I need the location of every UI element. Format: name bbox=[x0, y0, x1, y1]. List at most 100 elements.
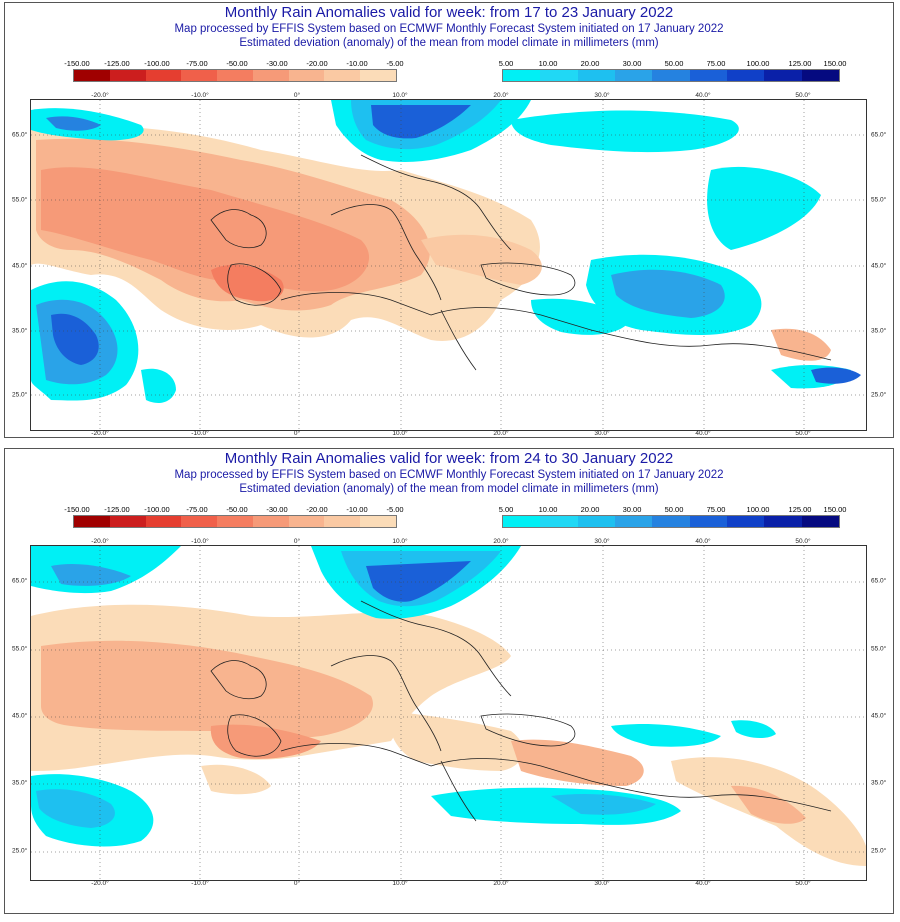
legend-label: -5.00 bbox=[386, 59, 404, 68]
legend-label: 5.00 bbox=[498, 59, 514, 68]
legend-label: 30.00 bbox=[622, 59, 642, 68]
lon-tick-label: 20.0° bbox=[493, 430, 509, 437]
lat-tick-label: 45.0° bbox=[871, 712, 887, 720]
lon-tick-label: 40.0° bbox=[695, 430, 711, 437]
legend-swatch bbox=[652, 70, 690, 81]
lat-tick-label: 65.0° bbox=[871, 131, 887, 139]
legend-label: -10.00 bbox=[346, 59, 368, 68]
legend-colorbar-positive bbox=[502, 69, 840, 82]
rain-anomaly-map-week-1 bbox=[30, 99, 867, 431]
legend-label: -100.00 bbox=[144, 59, 170, 68]
legend-swatch bbox=[74, 516, 110, 527]
lon-tick-label: 0° bbox=[293, 430, 301, 437]
legend-label: 100.00 bbox=[746, 59, 770, 68]
legend-swatch bbox=[540, 516, 578, 527]
legend-swatch bbox=[252, 516, 289, 527]
lat-tick-label: 35.0° bbox=[871, 779, 887, 787]
legend-swatch bbox=[360, 70, 397, 81]
map-title: Monthly Rain Anomalies valid for week: f… bbox=[224, 450, 674, 467]
legend-swatch bbox=[324, 516, 361, 527]
lon-tick-label: 10.0° bbox=[392, 880, 408, 887]
legend-label: 75.00 bbox=[706, 59, 726, 68]
legend-label: -125.00 bbox=[104, 505, 130, 514]
lat-tick-label: 65.0° bbox=[12, 577, 28, 585]
lon-tick-label: -10.0° bbox=[191, 92, 209, 99]
legend-swatch bbox=[689, 516, 727, 527]
legend-label: -30.00 bbox=[266, 505, 288, 514]
legend-label: 125.00 bbox=[788, 59, 812, 68]
legend-label: 5.00 bbox=[498, 505, 514, 514]
lon-tick-label: -10.0° bbox=[191, 538, 209, 545]
legend-label: 150.00 bbox=[823, 505, 847, 514]
legend-label: -125.00 bbox=[104, 59, 130, 68]
lat-tick-label: 55.0° bbox=[12, 196, 28, 204]
legend-label: 10.00 bbox=[538, 59, 558, 68]
lat-tick-label: 25.0° bbox=[871, 391, 887, 399]
lon-tick-label: -20.0° bbox=[91, 92, 109, 99]
legend-swatch bbox=[181, 516, 218, 527]
lon-tick-label: 10.0° bbox=[392, 538, 408, 545]
lon-tick-label: -10.0° bbox=[191, 430, 209, 437]
legend-colorbar-positive bbox=[502, 515, 840, 528]
legend-label: 75.00 bbox=[706, 505, 726, 514]
legend-label: -75.00 bbox=[186, 59, 208, 68]
lon-tick-label: 50.0° bbox=[795, 430, 811, 437]
legend-swatch bbox=[614, 70, 653, 81]
legend-label: -10.00 bbox=[346, 505, 368, 514]
lon-tick-label: 50.0° bbox=[795, 880, 811, 887]
map-title: Monthly Rain Anomalies valid for week: f… bbox=[224, 4, 674, 21]
legend-swatch bbox=[181, 70, 218, 81]
map-subtitle-source: Map processed by EFFIS System based on E… bbox=[174, 23, 724, 35]
lat-tick-label: 35.0° bbox=[12, 779, 28, 787]
lat-tick-label: 35.0° bbox=[871, 327, 887, 335]
legend-label: -5.00 bbox=[386, 505, 404, 514]
legend-swatch bbox=[503, 516, 541, 527]
lon-tick-label: 30.0° bbox=[594, 92, 610, 99]
map-panel-week-1: Monthly Rain Anomalies valid for week: f… bbox=[4, 2, 894, 438]
lat-tick-label: 25.0° bbox=[12, 391, 28, 399]
legend-colorbar-negative bbox=[73, 515, 397, 528]
legend-label: -20.00 bbox=[306, 59, 328, 68]
lat-tick-label: 65.0° bbox=[12, 131, 28, 139]
anomaly-field bbox=[31, 100, 866, 430]
legend-swatch bbox=[577, 516, 615, 527]
lat-tick-label: 45.0° bbox=[12, 262, 28, 270]
lon-tick-label: 30.0° bbox=[594, 430, 610, 437]
legend-swatch bbox=[614, 516, 653, 527]
legend-swatch bbox=[74, 70, 110, 81]
lat-tick-label: 65.0° bbox=[871, 577, 887, 585]
lon-tick-label: -10.0° bbox=[191, 880, 209, 887]
legend-swatch bbox=[109, 516, 146, 527]
lon-tick-label: 50.0° bbox=[795, 538, 811, 545]
lon-tick-label: 0° bbox=[293, 538, 301, 545]
legend-label: -50.00 bbox=[226, 505, 248, 514]
lon-tick-label: -20.0° bbox=[91, 538, 109, 545]
legend-swatch bbox=[503, 70, 541, 81]
legend-swatch bbox=[801, 516, 839, 527]
legend-swatch bbox=[652, 516, 690, 527]
legend-label: -100.00 bbox=[144, 505, 170, 514]
anomaly-field bbox=[31, 546, 866, 880]
lat-tick-label: 25.0° bbox=[12, 847, 28, 855]
legend-label: -20.00 bbox=[306, 505, 328, 514]
lon-tick-label: 0° bbox=[293, 92, 301, 99]
lon-tick-label: 10.0° bbox=[392, 92, 408, 99]
lat-tick-label: 25.0° bbox=[871, 847, 887, 855]
lon-tick-label: 0° bbox=[293, 880, 301, 887]
legend-label: 20.00 bbox=[580, 505, 600, 514]
lon-tick-label: 20.0° bbox=[493, 538, 509, 545]
legend-label: -75.00 bbox=[186, 505, 208, 514]
legend-swatch bbox=[145, 70, 182, 81]
legend-label: 50.00 bbox=[664, 505, 684, 514]
legend-label: 30.00 bbox=[622, 505, 642, 514]
lat-tick-label: 35.0° bbox=[12, 327, 28, 335]
lon-tick-label: 20.0° bbox=[493, 92, 509, 99]
map-subtitle-source: Map processed by EFFIS System based on E… bbox=[174, 469, 724, 481]
legend-label: -50.00 bbox=[226, 59, 248, 68]
lon-tick-label: 40.0° bbox=[695, 92, 711, 99]
legend-swatch bbox=[217, 70, 253, 81]
lat-tick-label: 55.0° bbox=[12, 645, 28, 653]
lon-tick-label: 40.0° bbox=[695, 880, 711, 887]
legend-swatch bbox=[540, 70, 578, 81]
legend-swatch bbox=[801, 70, 839, 81]
